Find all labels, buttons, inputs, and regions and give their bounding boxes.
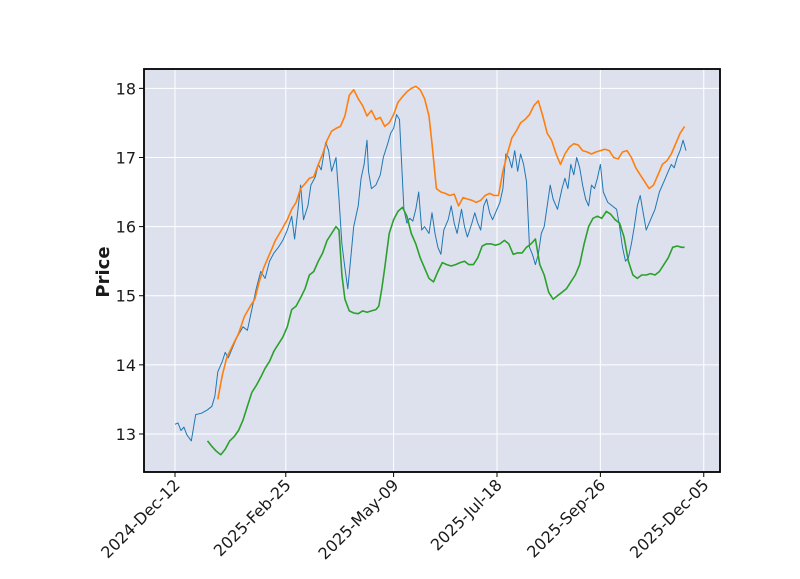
y-tick-label: 18 — [116, 79, 136, 98]
plot-frame — [143, 68, 721, 473]
series-line-3 — [206, 206, 685, 456]
series-line-2 — [217, 85, 686, 400]
y-tick-label: 16 — [116, 218, 136, 237]
x-tick-label: 2025-Dec-05 — [626, 475, 713, 562]
y-axis: 13 14 15 16 17 18 — [116, 79, 144, 444]
x-axis: 2024-Dec-12 2025-Feb-25 2025-May-09 2025-Ju… — [97, 472, 713, 563]
y-tick-label: 17 — [116, 148, 136, 167]
plot-area — [144, 69, 720, 472]
x-tick-label: 2025-Sep-26 — [523, 475, 609, 561]
y-tick-label: 13 — [116, 425, 136, 444]
y-axis-label: Price — [93, 246, 114, 297]
x-tick-label: 2024-Dec-12 — [97, 475, 184, 562]
x-tick-label: 2025-Jul-18 — [427, 475, 506, 554]
series-lines — [174, 85, 687, 456]
x-tick-label: 2025-Feb-25 — [210, 475, 295, 560]
series-line-1 — [174, 114, 687, 442]
y-tick-label: 14 — [116, 356, 136, 375]
x-tick-label: 2025-May-09 — [314, 475, 402, 563]
grid — [144, 69, 720, 472]
y-tick-label: 15 — [116, 287, 136, 306]
